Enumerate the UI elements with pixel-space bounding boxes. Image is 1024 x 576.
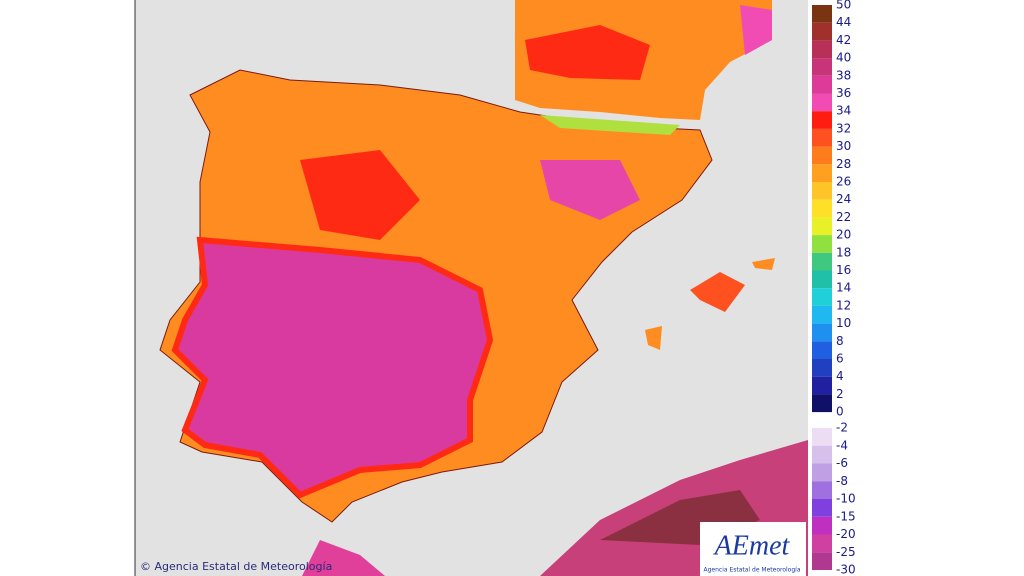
legend-label: 6 <box>836 352 844 366</box>
legend-swatch <box>812 93 832 112</box>
legend-swatch <box>812 445 832 464</box>
legend-swatch <box>812 463 832 482</box>
legend-swatch <box>812 376 832 395</box>
legend-swatch <box>812 481 832 499</box>
land-island <box>690 272 745 312</box>
legend-label: -6 <box>836 456 848 470</box>
legend-label: -10 <box>836 492 856 506</box>
legend-swatch <box>812 40 832 59</box>
legend: 5044424038363432302826242220181614121086… <box>812 0 856 576</box>
legend-label: 0 <box>836 405 844 419</box>
legend-swatch <box>812 5 832 23</box>
legend-swatch <box>812 270 832 289</box>
legend-swatch <box>812 552 832 570</box>
legend-swatch <box>812 288 832 306</box>
legend-label: 20 <box>836 228 851 242</box>
legend-swatch <box>812 252 832 271</box>
legend-label: 10 <box>836 316 851 330</box>
heat-area <box>300 150 420 240</box>
legend-label: 26 <box>836 175 851 189</box>
legend-swatch <box>812 428 832 446</box>
legend-label: -15 <box>836 509 856 523</box>
legend-swatch <box>812 182 832 200</box>
legend-swatch <box>812 499 832 517</box>
legend-label: 34 <box>836 104 851 118</box>
legend-label: 50 <box>836 0 851 12</box>
heat-area <box>740 5 772 55</box>
legend-swatch <box>812 22 832 41</box>
heat-area <box>171 236 494 499</box>
cool-area <box>540 115 680 135</box>
legend-swatch <box>812 305 832 324</box>
legend-label: 4 <box>836 369 844 383</box>
logo-subtitle: Agencia Estatal de Meteorología <box>704 567 801 574</box>
legend-label: -4 <box>836 438 848 452</box>
logo-title: AEmet <box>713 530 791 561</box>
legend-swatch <box>812 235 832 253</box>
legend-swatch <box>812 516 832 535</box>
legend-swatch <box>812 394 832 413</box>
legend-label: 22 <box>836 210 851 224</box>
legend-label: 8 <box>836 334 844 348</box>
land-island <box>752 258 775 270</box>
legend-swatch <box>812 199 832 218</box>
legend-label: 2 <box>836 387 844 401</box>
legend-label: -2 <box>836 421 848 435</box>
legend-swatch <box>812 128 832 147</box>
legend-swatch <box>812 146 832 165</box>
legend-swatch <box>812 534 832 553</box>
legend-swatch <box>812 323 832 342</box>
heat-area <box>525 25 650 80</box>
legend-swatch <box>812 341 832 359</box>
legend-label: 32 <box>836 121 851 135</box>
legend-label: 18 <box>836 245 851 259</box>
copyright: © Agencia Estatal de Meteorología <box>140 560 332 573</box>
legend-label: 40 <box>836 51 851 65</box>
legend-label: 44 <box>836 15 851 29</box>
legend-label: -25 <box>836 545 856 559</box>
legend-label: 24 <box>836 192 851 206</box>
legend-label: 14 <box>836 281 851 295</box>
legend-swatch <box>812 359 832 377</box>
legend-label: 12 <box>836 298 851 312</box>
legend-swatch <box>812 58 832 76</box>
legend-label: 16 <box>836 263 851 277</box>
land-island <box>645 326 662 350</box>
legend-swatch <box>812 111 832 129</box>
heat-area <box>540 160 640 220</box>
legend-label: 28 <box>836 157 851 171</box>
logo-box <box>700 522 806 576</box>
legend-label: -30 <box>836 563 856 576</box>
legend-label: 36 <box>836 86 851 100</box>
legend-label: 38 <box>836 68 851 82</box>
legend-label: -8 <box>836 474 848 488</box>
legend-label: -20 <box>836 527 856 541</box>
legend-label: 30 <box>836 139 851 153</box>
land-africa <box>302 540 385 576</box>
legend-swatch <box>812 164 832 182</box>
legend-swatch <box>812 217 832 236</box>
legend-label: 42 <box>836 33 851 47</box>
legend-swatch <box>812 75 832 94</box>
